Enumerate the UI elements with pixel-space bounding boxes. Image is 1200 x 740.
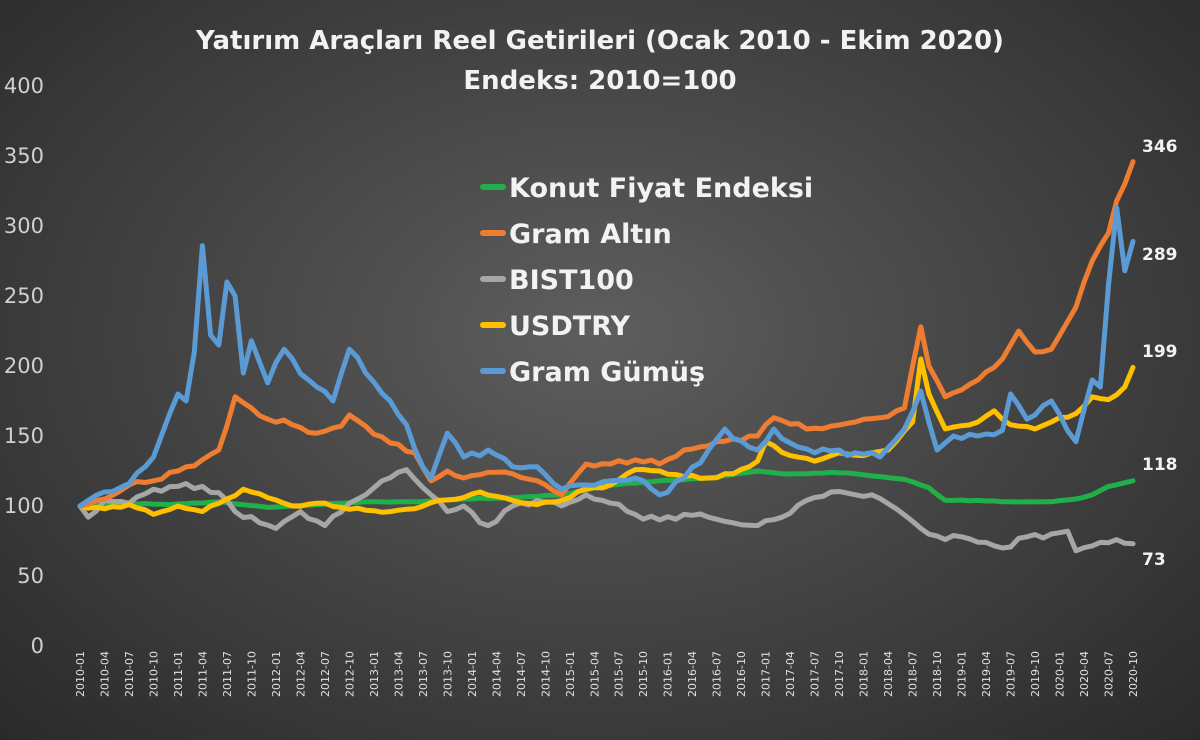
legend-label: BIST100 — [509, 265, 634, 296]
x-tick-label: 2011-10 — [245, 651, 258, 697]
x-tick-label: 2020-10 — [1127, 651, 1140, 697]
x-tick-label: 2014-10 — [539, 651, 552, 697]
x-tick-label: 2019-07 — [1005, 651, 1018, 697]
x-tick-label: 2019-04 — [980, 651, 993, 697]
series-line-gram-alt-n — [77, 159, 1136, 509]
x-tick-label: 2017-07 — [809, 651, 822, 697]
x-tick-label: 2013-01 — [368, 651, 381, 697]
x-tick-label: 2015-04 — [588, 651, 601, 697]
x-tick-label: 2019-01 — [956, 651, 969, 697]
x-tick-label: 2017-10 — [833, 651, 846, 697]
series-lines — [77, 159, 1136, 554]
x-tick-label: 2016-01 — [662, 651, 675, 697]
x-tick-label: 2014-07 — [515, 651, 528, 697]
y-tick-label: 400 — [4, 74, 44, 98]
y-tick-label: 0 — [31, 634, 44, 658]
series-line-gram-g-m- — [77, 205, 1136, 509]
x-tick-label: 2014-01 — [466, 651, 479, 697]
x-tick-label: 2010-07 — [123, 651, 136, 697]
x-axis: 2010-01 2010-04 2010-07 2010-10 2011-01 2011-… — [74, 651, 1140, 697]
x-tick-label: 2016-07 — [711, 651, 724, 697]
x-tick-label: 2017-04 — [784, 651, 797, 697]
y-tick-label: 250 — [4, 284, 44, 308]
y-tick-label: 150 — [4, 424, 44, 448]
y-tick-label: 350 — [4, 144, 44, 168]
y-tick-label: 300 — [4, 214, 44, 238]
x-tick-label: 2016-10 — [735, 651, 748, 697]
x-tick-label: 2012-01 — [270, 651, 283, 697]
x-tick-label: 2018-07 — [907, 651, 920, 697]
end-value-label: 289 — [1142, 245, 1178, 265]
x-tick-label: 2010-10 — [147, 651, 160, 697]
x-tick-label: 2013-10 — [441, 651, 454, 697]
y-tick-label: 200 — [4, 354, 44, 378]
x-tick-label: 2010-04 — [98, 651, 111, 697]
chart-title: Yatırım Araçları Reel Getirileri (Ocak 2… — [196, 26, 1004, 56]
end-value-label: 118 — [1142, 455, 1178, 475]
x-tick-label: 2015-01 — [564, 651, 577, 697]
x-tick-label: 2012-10 — [343, 651, 356, 697]
x-tick-label: 2020-04 — [1078, 651, 1091, 697]
end-value-label: 73 — [1142, 550, 1166, 570]
x-tick-label: 2019-10 — [1029, 651, 1042, 697]
x-tick-label: 2010-01 — [74, 651, 87, 697]
legend-label: USDTRY — [509, 311, 631, 342]
x-tick-label: 2017-01 — [760, 651, 773, 697]
end-labels: 346 289 199 118 73 — [1142, 137, 1178, 570]
y-axis: 0 50 100 150 200 250 300 350 400 — [4, 74, 44, 658]
y-tick-label: 100 — [4, 494, 44, 518]
x-tick-label: 2015-07 — [613, 651, 626, 697]
end-value-label: 199 — [1142, 342, 1178, 362]
x-tick-label: 2020-07 — [1103, 651, 1116, 697]
y-tick-label: 50 — [17, 564, 44, 588]
end-value-label: 346 — [1142, 137, 1178, 157]
x-tick-label: 2014-04 — [490, 651, 503, 697]
x-tick-label: 2011-07 — [221, 651, 234, 697]
x-tick-label: 2011-04 — [196, 651, 209, 697]
x-tick-label: 2012-04 — [294, 651, 307, 697]
x-tick-label: 2013-04 — [392, 651, 405, 697]
x-tick-label: 2018-04 — [882, 651, 895, 697]
series-line-usdtry — [77, 356, 1136, 517]
legend: Konut Fiyat Endeksi Gram Altın BIST100 USDT… — [480, 173, 813, 388]
legend-label: Gram Altın — [509, 219, 672, 250]
x-tick-label: 2011-01 — [172, 651, 185, 697]
x-tick-label: 2020-01 — [1054, 651, 1067, 697]
x-tick-label: 2012-07 — [319, 651, 332, 697]
series-line-bist100 — [77, 467, 1136, 554]
chart-subtitle: Endeks: 2010=100 — [463, 66, 737, 96]
x-tick-label: 2018-10 — [931, 651, 944, 697]
x-tick-label: 2018-01 — [858, 651, 871, 697]
x-tick-label: 2013-07 — [417, 651, 430, 697]
legend-label: Gram Gümüş — [509, 357, 705, 388]
x-tick-label: 2016-04 — [686, 651, 699, 697]
legend-label: Konut Fiyat Endeksi — [509, 173, 813, 204]
x-tick-label: 2015-10 — [637, 651, 650, 697]
